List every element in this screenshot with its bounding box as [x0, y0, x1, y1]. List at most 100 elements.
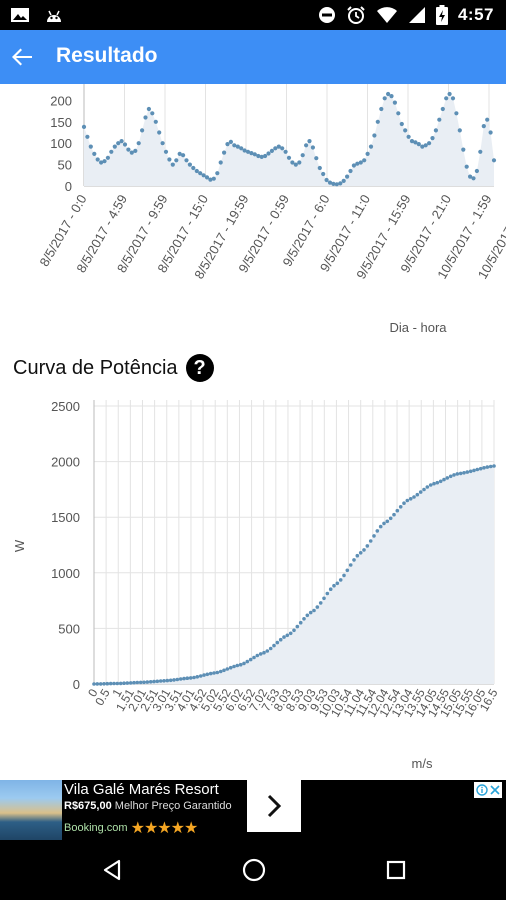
data-point [428, 483, 433, 487]
data-point [322, 596, 326, 601]
data-point [201, 173, 206, 178]
back-arrow-icon[interactable] [8, 43, 36, 71]
data-point [268, 646, 273, 651]
data-point [471, 176, 476, 181]
nav-back-button[interactable] [97, 855, 127, 885]
data-point [194, 168, 199, 174]
data-point [92, 151, 97, 156]
ad-title[interactable]: Vila Galé Marés Resort [64, 781, 219, 798]
data-point [475, 467, 480, 472]
data-point [258, 652, 263, 656]
data-point [184, 158, 189, 163]
data-point [408, 497, 413, 501]
data-point [99, 160, 104, 165]
y-tick-label: 2000 [51, 455, 80, 470]
nav-home-button[interactable] [239, 855, 269, 885]
results-content[interactable]: 0 50 100 150 200 8/5/2017 - 0:0 8/5/2017 - 4:5… [0, 84, 506, 780]
navigation-bar [0, 840, 506, 900]
data-point [175, 677, 180, 682]
data-point [345, 568, 350, 573]
data-point [225, 142, 230, 147]
data-point [162, 679, 166, 683]
battery-charging-icon [435, 5, 448, 25]
data-point [160, 141, 165, 146]
data-point [308, 610, 313, 615]
y-axis-title: W [12, 539, 27, 552]
data-point [266, 151, 271, 156]
data-point [285, 633, 290, 638]
data-point [437, 117, 442, 122]
data-point [102, 682, 106, 686]
data-point [415, 492, 420, 497]
data-point [482, 466, 486, 470]
data-point [92, 682, 96, 686]
app-bar: Resultado [0, 30, 506, 84]
data-point [305, 613, 310, 618]
data-point [375, 119, 380, 124]
data-point [485, 465, 490, 469]
ad-image[interactable] [0, 780, 62, 840]
data-point [122, 681, 126, 685]
data-point [362, 548, 366, 552]
ad-price-note: Melhor Preço Garantido [114, 800, 232, 812]
data-point [228, 665, 233, 670]
wifi-icon [376, 7, 397, 23]
data-point [136, 141, 141, 146]
do-not-disturb-icon [318, 7, 335, 23]
data-point [85, 134, 90, 139]
data-point [255, 653, 260, 658]
home-circle-icon [242, 858, 266, 882]
data-point [132, 680, 136, 685]
y-tick-label: 150 [50, 115, 72, 130]
ad-open-button[interactable] [247, 780, 301, 832]
alarm-icon [347, 6, 365, 24]
data-point [485, 117, 490, 122]
power-curve-title: Curva de Potência [13, 356, 178, 379]
nav-recents-button[interactable] [381, 855, 411, 885]
cellular-signal-icon [408, 7, 425, 23]
adchoices-badge[interactable] [474, 782, 502, 798]
data-point [292, 628, 296, 633]
series-area [84, 94, 494, 186]
data-point [205, 672, 210, 677]
data-point [321, 171, 326, 177]
data-point [386, 91, 391, 97]
data-point [413, 140, 418, 145]
data-point [293, 162, 298, 167]
data-point [181, 153, 186, 158]
y-tick-label: 500 [58, 621, 80, 636]
y-tick-label: 1000 [51, 566, 80, 581]
data-point [239, 146, 244, 151]
data-point [433, 128, 438, 133]
data-point [129, 150, 134, 155]
data-point [170, 162, 175, 167]
status-bar: 4:57 [0, 0, 506, 30]
data-point [461, 147, 466, 152]
data-point [262, 650, 266, 655]
help-icon[interactable]: ? [185, 354, 214, 382]
y-tick-label: 100 [50, 136, 72, 151]
close-ad-icon [490, 785, 500, 795]
data-point [447, 91, 452, 97]
data-point [211, 176, 216, 181]
data-point [295, 624, 300, 629]
ad-banner[interactable]: Vila Galé Marés Resort R$675,00 Melhor P… [0, 780, 506, 840]
data-point [282, 635, 286, 639]
data-point [265, 649, 270, 653]
data-point [491, 158, 497, 163]
data-point [288, 631, 293, 636]
data-point [98, 682, 103, 686]
data-point [445, 476, 450, 480]
data-point [145, 680, 150, 684]
data-point [158, 679, 163, 683]
image-icon [11, 8, 29, 22]
data-point [215, 171, 220, 176]
data-point [315, 605, 320, 609]
data-point [252, 152, 257, 157]
data-point [324, 177, 329, 183]
data-point [153, 119, 158, 124]
data-point [192, 675, 196, 680]
data-point [448, 474, 453, 479]
data-point [338, 181, 343, 186]
